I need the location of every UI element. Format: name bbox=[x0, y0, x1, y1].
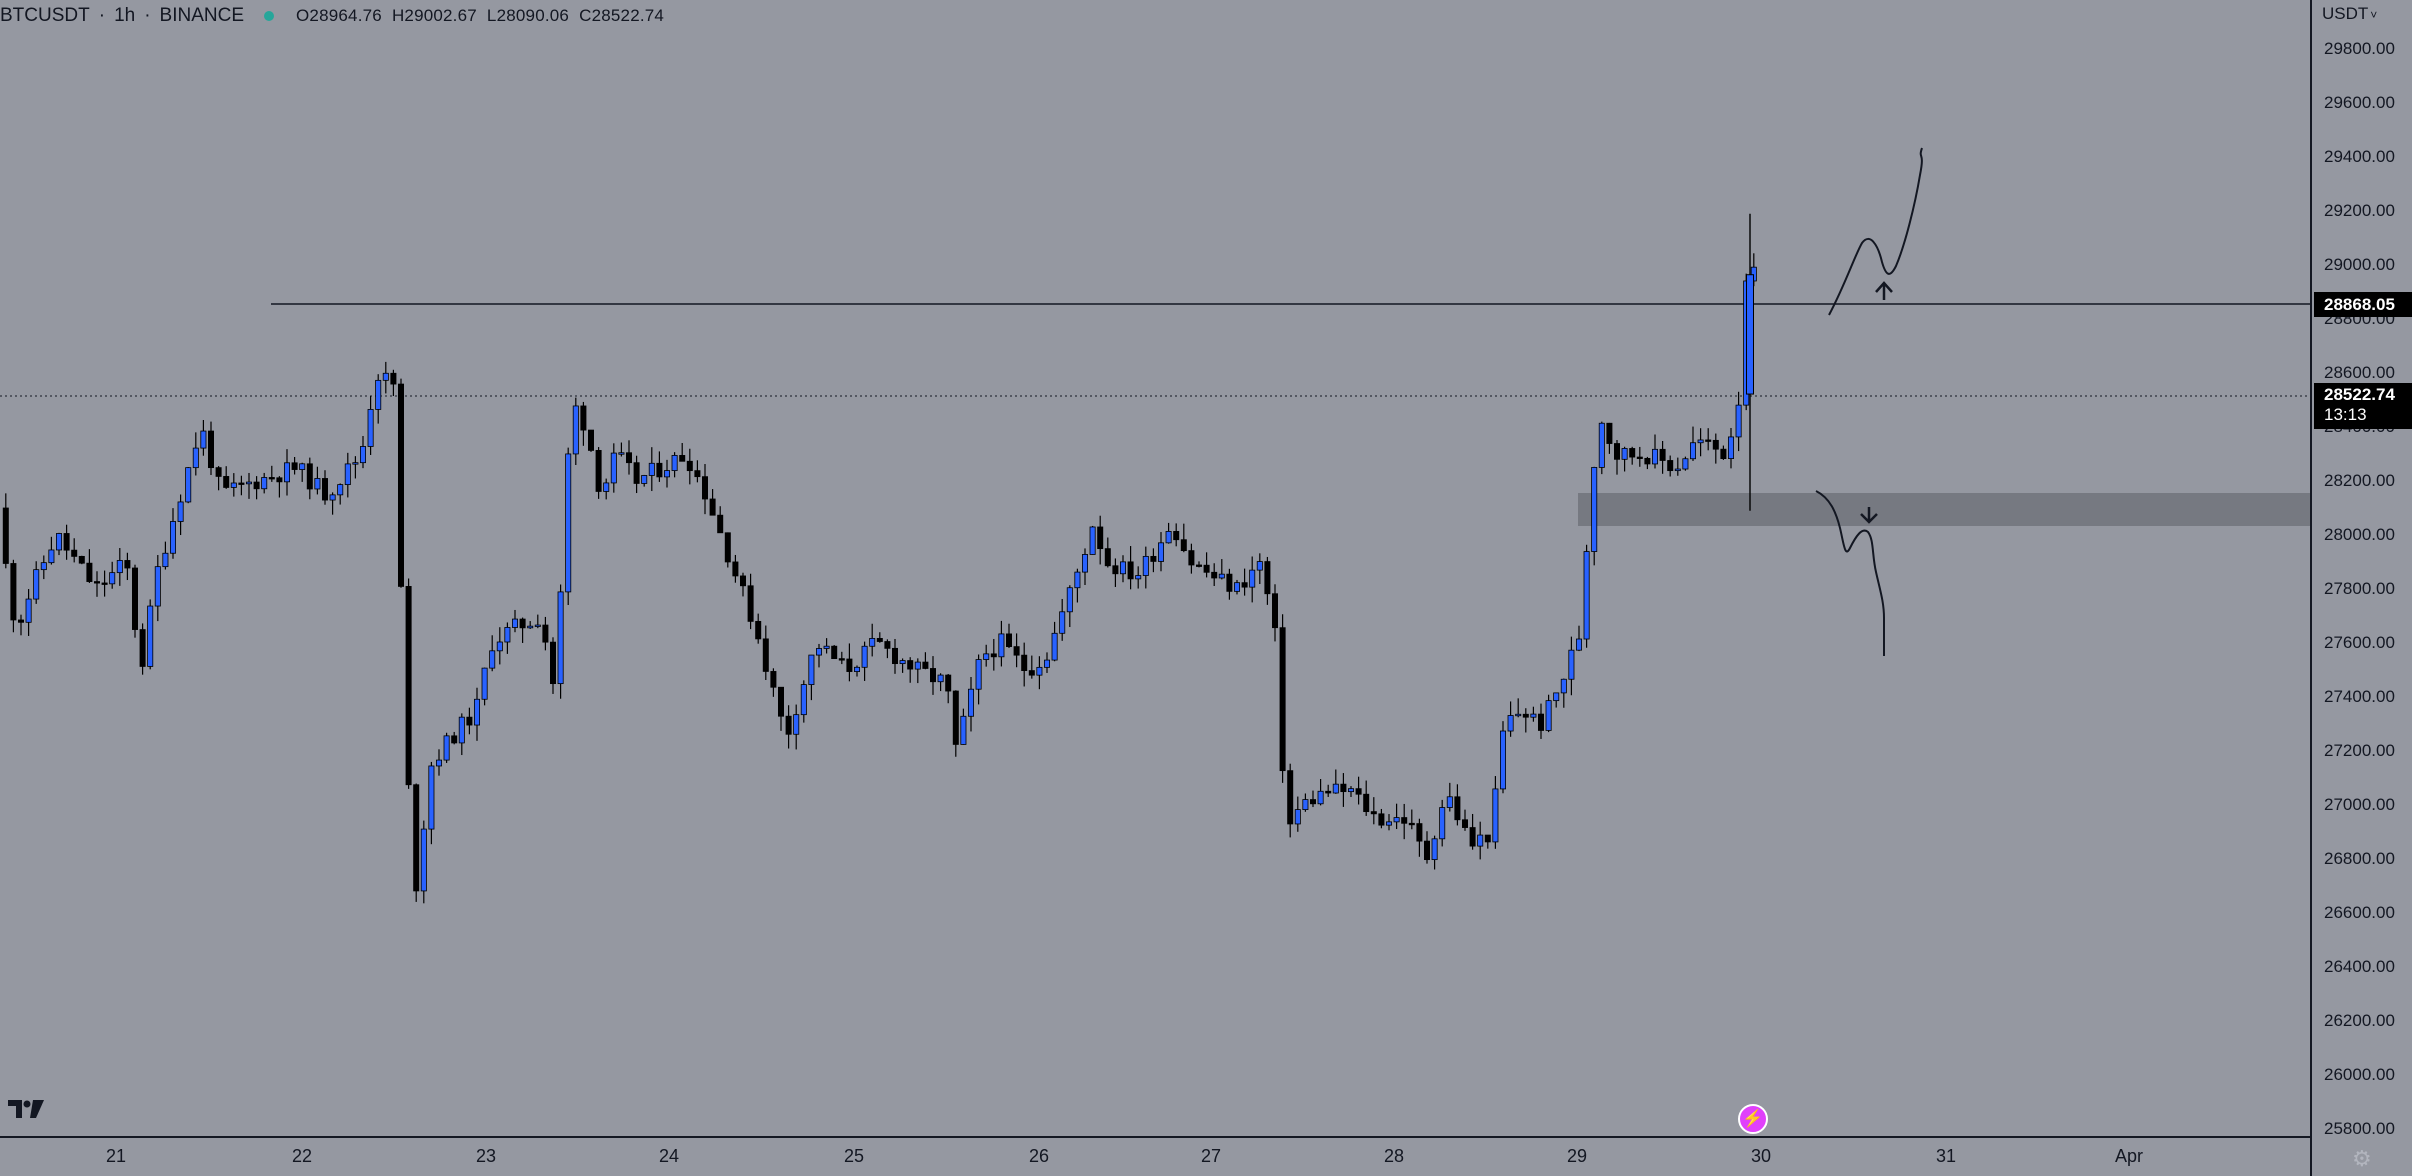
price-axis[interactable]: USDT ˅ 29800.00 29600.00 29400.00 29200.00 29… bbox=[2310, 0, 2412, 1176]
support-zone[interactable] bbox=[1578, 493, 2310, 526]
price-tick-label: 29800.00 bbox=[2324, 39, 2395, 58]
time-tick-label: 29 bbox=[1566, 1146, 1588, 1166]
low-value: L28090.06 bbox=[486, 6, 570, 25]
currency-selector[interactable]: USDT ˅ bbox=[2322, 4, 2377, 24]
down-arrow-icon[interactable] bbox=[1860, 507, 1878, 524]
gear-icon[interactable]: ⚙ bbox=[2352, 1146, 2372, 1171]
close-value: C28522.74 bbox=[579, 6, 665, 25]
price-tick-label: 28200.00 bbox=[2324, 471, 2395, 490]
up-arrow-icon[interactable] bbox=[1875, 281, 1893, 300]
time-tick-label: Apr bbox=[2114, 1146, 2144, 1166]
price-tick-label: 26000.00 bbox=[2324, 1065, 2395, 1084]
time-tick-label: 22 bbox=[291, 1146, 313, 1166]
legend-separator: · bbox=[144, 5, 151, 26]
price-tick-label: 26800.00 bbox=[2324, 849, 2395, 868]
time-tick-label: 24 bbox=[658, 1146, 680, 1166]
lightning-bolt-icon[interactable]: ⚡ bbox=[1738, 1104, 1768, 1134]
symbol-name[interactable]: BTCUSDT bbox=[0, 5, 90, 26]
chart-area[interactable]: BTCUSDT · 1h · BINANCE O28964.76 H29002.6… bbox=[0, 0, 2310, 1136]
horizontal-line-price-tag[interactable]: 28868.05 bbox=[2314, 292, 2412, 317]
price-tick-label: 27600.00 bbox=[2324, 633, 2395, 652]
price-tick-label: 27400.00 bbox=[2324, 687, 2395, 706]
last-price-value: 28522.74 bbox=[2324, 385, 2395, 404]
ohlc-values: O28964.76 H29002.67 L28090.06 C28522.74 bbox=[296, 6, 674, 26]
price-tick-label: 28600.00 bbox=[2324, 363, 2395, 382]
tradingview-logo-icon[interactable] bbox=[6, 1096, 46, 1127]
currency-label: USDT bbox=[2322, 4, 2369, 23]
candle-countdown: 13:13 bbox=[2324, 405, 2367, 424]
open-value: O28964.76 bbox=[296, 6, 382, 25]
time-tick-label: 30 bbox=[1750, 1146, 1772, 1166]
price-tick-label: 29000.00 bbox=[2324, 255, 2395, 274]
legend-separator: · bbox=[98, 5, 106, 26]
time-tick-label: 23 bbox=[475, 1146, 497, 1166]
price-tick-label: 27000.00 bbox=[2324, 795, 2395, 814]
price-tick-label: 29200.00 bbox=[2324, 201, 2395, 220]
time-tick-label: 27 bbox=[1200, 1146, 1222, 1166]
price-tick-label: 25800.00 bbox=[2324, 1119, 2395, 1138]
bearish-scenario-drawing[interactable] bbox=[1815, 490, 1885, 656]
symbol-legend[interactable]: BTCUSDT · 1h · BINANCE O28964.76 H29002.6… bbox=[0, 2, 674, 30]
chevron-down-icon: ˅ bbox=[2370, 8, 2378, 22]
price-tick-label: 28000.00 bbox=[2324, 525, 2395, 544]
time-tick-label: 26 bbox=[1028, 1146, 1050, 1166]
high-value: H29002.67 bbox=[391, 6, 477, 25]
time-tick-label: 21 bbox=[105, 1146, 127, 1166]
price-tick-label: 27800.00 bbox=[2324, 579, 2395, 598]
price-tick-label: 27200.00 bbox=[2324, 741, 2395, 760]
interval-label[interactable]: 1h bbox=[114, 5, 136, 26]
chart-canvas[interactable] bbox=[0, 0, 2310, 1136]
exchange-label: BINANCE bbox=[159, 5, 244, 26]
time-axis[interactable]: 21 22 23 24 25 26 27 28 29 30 31 Apr bbox=[0, 1136, 2310, 1176]
price-tick-label: 29400.00 bbox=[2324, 147, 2395, 166]
time-tick-label: 28 bbox=[1383, 1146, 1405, 1166]
bullish-scenario-drawing[interactable] bbox=[1828, 147, 1923, 316]
candlestick-series bbox=[2, 213, 1757, 904]
market-status-icon bbox=[264, 11, 274, 21]
price-tick-label: 26200.00 bbox=[2324, 1011, 2395, 1030]
price-tick-label: 26400.00 bbox=[2324, 957, 2395, 976]
price-tick-label: 29600.00 bbox=[2324, 93, 2395, 112]
time-tick-label: 31 bbox=[1935, 1146, 1957, 1166]
last-price-tag[interactable]: 28522.74 13:13 bbox=[2314, 383, 2412, 429]
price-tick-label: 26600.00 bbox=[2324, 903, 2395, 922]
time-tick-label: 25 bbox=[843, 1146, 865, 1166]
